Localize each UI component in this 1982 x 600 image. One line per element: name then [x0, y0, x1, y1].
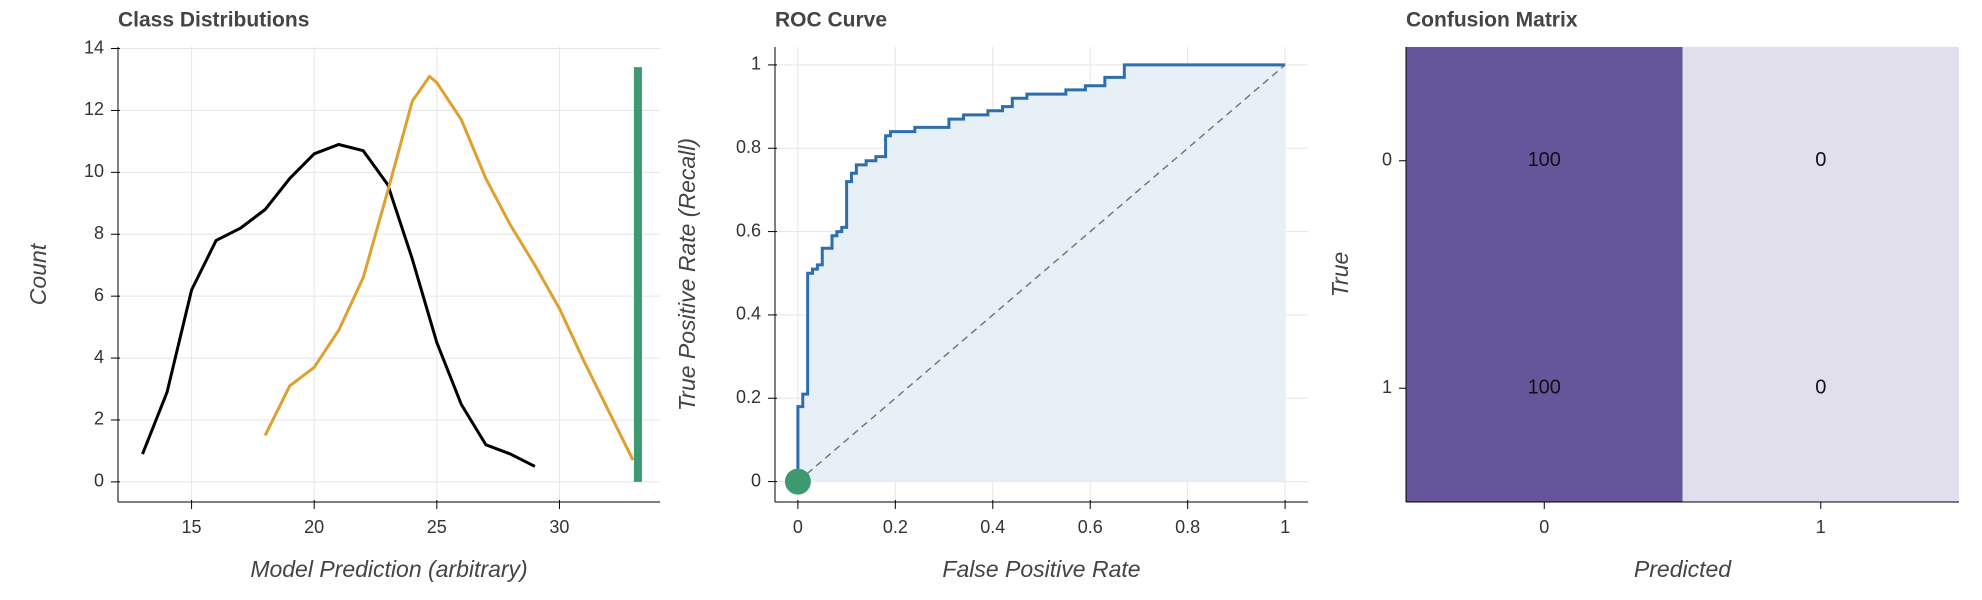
y-tick-label: 12 [84, 99, 104, 119]
x-axis-label: Predicted [1634, 556, 1732, 582]
x-tick-label: 15 [182, 517, 202, 537]
y-tick-label: 0.4 [736, 304, 761, 324]
cell-label: 100 [1528, 377, 1561, 399]
cell [1406, 274, 1683, 502]
x-axis-label: False Positive Rate [942, 556, 1140, 582]
y-axis-label: Count [25, 242, 51, 305]
x-tick-label: 20 [304, 517, 324, 537]
y-tick-label: 0.8 [736, 137, 761, 157]
x-tick-label: 25 [427, 517, 447, 537]
y-tick-label: 0 [751, 470, 761, 490]
cell [1682, 274, 1959, 502]
marker [784, 468, 811, 495]
y-tick-label: 10 [84, 161, 104, 181]
line [796, 63, 1286, 482]
x-tick-label: 0.2 [883, 517, 908, 537]
line [797, 64, 1286, 483]
y-tick-label: 0.6 [736, 220, 761, 240]
cell [1682, 47, 1959, 275]
x-tick-label: 0.4 [980, 517, 1005, 537]
cell-label: 0 [1815, 377, 1826, 399]
cell-label: 100 [1528, 149, 1561, 171]
x-tick-label: 0.8 [1175, 517, 1200, 537]
y-axis-label: True Positive Rate (Recall) [674, 138, 700, 411]
y-tick-label: 0.2 [736, 387, 761, 407]
x-tick-label: 0 [1539, 517, 1549, 537]
chart-title: Confusion Matrix [1406, 9, 1578, 32]
chart-title: Class Distributions [118, 9, 309, 32]
y-tick-label: 6 [94, 285, 104, 305]
cell-label: 0 [1815, 149, 1826, 171]
y-tick-label: 1 [1382, 377, 1392, 397]
chart-title: ROC Curve [775, 9, 887, 32]
y-tick-label: 4 [94, 347, 104, 367]
x-axis-label: Model Prediction (arbitrary) [250, 556, 527, 582]
x-tick-label: 30 [549, 517, 569, 537]
y-tick-label: 14 [84, 37, 104, 57]
x-tick-label: 1 [1816, 517, 1826, 537]
line [263, 74, 635, 461]
x-tick-label: 0 [793, 517, 803, 537]
y-axis-label: True [1327, 252, 1353, 298]
y-tick-label: 1 [751, 54, 761, 74]
cell [1406, 47, 1683, 275]
x-tick-label: 0.6 [1078, 517, 1103, 537]
y-tick-label: 2 [94, 409, 104, 429]
y-tick-label: 0 [94, 471, 104, 491]
line [141, 142, 536, 468]
x-tick-label: 1 [1280, 517, 1290, 537]
y-tick-label: 8 [94, 223, 104, 243]
y-tick-label: 0 [1382, 150, 1392, 170]
